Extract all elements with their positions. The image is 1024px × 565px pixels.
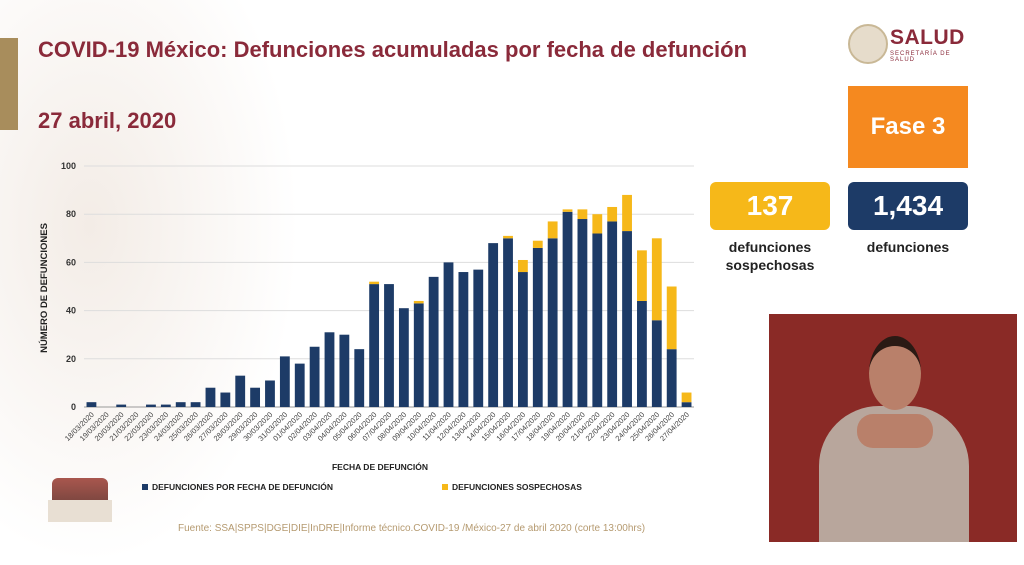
- y-tick-label: 20: [66, 354, 76, 364]
- total-deaths-value: 1,434: [848, 182, 968, 230]
- bar-suspected: [651, 238, 662, 321]
- bar-confirmed: [413, 303, 424, 407]
- bar-confirmed: [577, 219, 588, 407]
- y-axis-title: NÚMERO DE DEFUNCIONES: [38, 223, 50, 353]
- bar-suspected: [607, 206, 618, 222]
- legend-label-confirmed: DEFUNCIONES POR FECHA DE DEFUNCIÓN: [152, 481, 333, 492]
- bar-confirmed: [279, 356, 290, 407]
- bar-suspected: [681, 392, 692, 403]
- monument-base: [48, 500, 112, 522]
- bar-confirmed: [517, 272, 528, 407]
- bar-confirmed: [339, 334, 350, 407]
- bar-suspected: [369, 281, 380, 285]
- suspected-deaths-label: defunciones sospechosas: [725, 239, 815, 273]
- bar-confirmed: [651, 320, 662, 407]
- bar-confirmed: [324, 332, 335, 407]
- logo-subtitle: SECRETARÍA DE SALUD: [890, 51, 951, 63]
- bar-confirmed: [294, 363, 305, 407]
- bar-suspected: [562, 209, 573, 212]
- legend-label-suspected: DEFUNCIONES SOSPECHOSAS: [452, 482, 582, 492]
- bar-confirmed: [265, 380, 275, 407]
- total-deaths-label: defunciones: [866, 239, 950, 255]
- bar-confirmed: [220, 392, 231, 407]
- bar-confirmed: [354, 349, 365, 407]
- bar-suspected: [592, 214, 603, 234]
- bar-confirmed: [116, 404, 127, 407]
- interpreter-head: [869, 336, 921, 410]
- legend-swatch-suspected: [442, 484, 448, 490]
- bar-confirmed: [250, 387, 261, 407]
- bar-confirmed: [681, 402, 692, 407]
- bar-confirmed: [205, 387, 216, 407]
- interpreter-hands: [857, 414, 933, 448]
- bar-confirmed: [369, 284, 380, 407]
- bar-suspected: [637, 250, 647, 301]
- accent-bar: [0, 38, 18, 130]
- y-tick-label: 60: [66, 257, 76, 267]
- bar-confirmed: [666, 349, 677, 407]
- bar-suspected: [547, 221, 558, 239]
- source-note: Fuente: SSA|SPPS|DGE|DIE|InDRE|Informe t…: [178, 523, 646, 534]
- deaths-bar-chart: 02040608010018/03/202019/03/202020/03/20…: [38, 161, 694, 492]
- bar-confirmed: [503, 238, 513, 407]
- sign-language-interpreter: [769, 314, 1017, 542]
- bar-confirmed: [190, 402, 201, 407]
- salud-logo: SALUD SECRETARÍA DE SALUD: [848, 24, 978, 64]
- x-axis-title: FECHA DE DEFUNCIÓN: [332, 461, 428, 472]
- bar-suspected: [622, 194, 632, 232]
- y-tick-label: 40: [66, 306, 76, 316]
- monument-illustration: [52, 478, 108, 500]
- bar-suspected: [532, 240, 543, 248]
- y-tick-label: 100: [61, 161, 76, 171]
- report-date: 27 abril, 2020: [38, 108, 177, 133]
- bar-confirmed: [637, 300, 647, 407]
- bar-confirmed: [622, 231, 632, 407]
- bar-confirmed: [458, 272, 469, 407]
- suspected-deaths-value: 137: [710, 182, 830, 230]
- bar-suspected: [503, 235, 513, 239]
- y-tick-label: 80: [66, 209, 76, 219]
- bar-confirmed: [532, 247, 543, 407]
- bar-confirmed: [607, 221, 618, 407]
- bar-confirmed: [443, 262, 454, 407]
- bar-confirmed: [384, 284, 394, 407]
- bar-confirmed: [592, 233, 603, 407]
- eagle-emblem-icon: [848, 24, 888, 64]
- bar-confirmed: [160, 404, 171, 407]
- y-tick-label: 0: [71, 402, 76, 412]
- bar-suspected: [413, 300, 424, 304]
- page-title: COVID-19 México: Defunciones acumuladas …: [38, 37, 748, 62]
- bar-suspected: [517, 259, 528, 273]
- bar-suspected: [666, 286, 677, 350]
- bar-confirmed: [235, 375, 246, 407]
- bar-confirmed: [428, 276, 439, 407]
- bar-confirmed: [86, 402, 97, 407]
- bar-confirmed: [146, 404, 156, 407]
- bar-confirmed: [309, 346, 320, 407]
- legend-swatch-confirmed: [142, 484, 148, 490]
- phase-badge: Fase 3: [848, 86, 968, 168]
- bar-confirmed: [488, 243, 499, 407]
- bar-confirmed: [473, 269, 484, 407]
- logo-name: SALUD: [890, 26, 965, 49]
- bar-confirmed: [175, 402, 186, 407]
- bar-confirmed: [562, 211, 573, 407]
- bar-suspected: [577, 209, 588, 220]
- bar-confirmed: [547, 238, 558, 407]
- bar-confirmed: [398, 308, 409, 407]
